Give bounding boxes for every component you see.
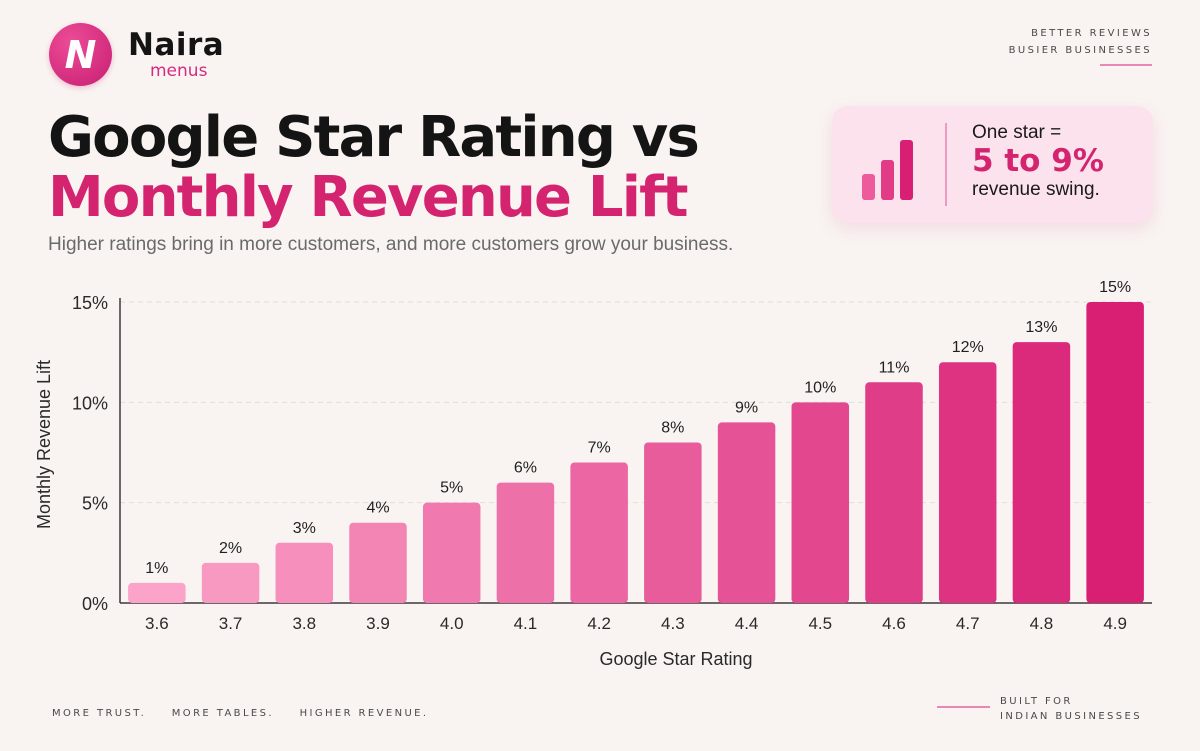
bar: [349, 522, 407, 603]
x-tick-label: 3.7: [219, 614, 243, 633]
page-title: Google Star Rating vs Monthly Revenue Li…: [48, 105, 700, 230]
x-tick-label: 4.3: [661, 614, 685, 633]
top-tagline-line-2: BUSIER BUSINESSES: [1008, 45, 1152, 56]
callout-divider: [945, 123, 947, 206]
logo-text: Naira menus: [128, 26, 225, 81]
footer-left-item-1: MORE TRUST.: [52, 708, 147, 719]
top-tagline-line-1: BETTER REVIEWS: [1031, 28, 1152, 39]
data-label: 11%: [879, 359, 910, 376]
x-tick-label: 3.6: [145, 614, 169, 633]
bar: [570, 462, 628, 603]
x-tick-label: 4.9: [1103, 614, 1127, 633]
x-tick-label: 3.9: [366, 614, 390, 633]
bar: [865, 382, 923, 603]
y-tick-label: 5%: [82, 494, 108, 514]
footer-right: BUILT FOR INDIAN BUSINESSES: [1000, 694, 1142, 724]
data-label: 5%: [440, 480, 463, 497]
x-tick-label: 4.8: [1030, 614, 1054, 633]
footer-divider: [937, 706, 990, 708]
y-axis-title: Monthly Revenue Lift: [34, 360, 54, 529]
page-subtitle: Higher ratings bring in more customers, …: [48, 234, 734, 255]
x-axis-title: Google Star Rating: [599, 649, 752, 669]
naira-logo-icon: N: [49, 23, 112, 86]
x-tick-label: 4.1: [514, 614, 538, 633]
callout-line-1: One star =: [972, 122, 1062, 143]
x-tick-label: 4.6: [882, 614, 906, 633]
bar: [791, 402, 850, 603]
bar: [717, 422, 776, 603]
y-tick-label: 10%: [72, 393, 108, 413]
footer-right-line-1: BUILT FOR: [1000, 696, 1073, 707]
footer-left-item-3: HIGHER REVENUE.: [299, 708, 429, 719]
data-label: 8%: [661, 419, 684, 436]
bar: [201, 562, 260, 603]
bar: [422, 502, 481, 603]
data-label: 9%: [735, 399, 758, 416]
data-label: 4%: [366, 500, 389, 517]
x-tick-label: 4.5: [808, 614, 832, 633]
bar: [644, 442, 702, 603]
top-tagline: BETTER REVIEWS BUSIER BUSINESSES: [1009, 25, 1152, 59]
bar: [128, 582, 186, 603]
title-line-2: Monthly Revenue Lift: [48, 165, 689, 230]
logo-badge-letter: N: [64, 32, 97, 77]
y-tick-label: 15%: [72, 293, 108, 313]
callout-card: One star = 5 to 9% revenue swing.: [832, 106, 1153, 223]
x-tick-label: 3.8: [292, 614, 316, 633]
title-line-1: Google Star Rating vs: [48, 105, 700, 170]
bar: [1086, 302, 1144, 603]
y-tick-label: 0%: [82, 594, 108, 614]
revenue-bar-chart: 0% 5% 10% 15% 1% 3.6 2% 3.7 3% 3.8 4% 3.9 5% 4.0 6% 4.1…: [34, 279, 1152, 669]
data-label: 13%: [1025, 319, 1057, 336]
top-tagline-divider: [1100, 64, 1152, 66]
bar: [938, 362, 997, 603]
data-label: 12%: [952, 339, 984, 356]
x-tick-label: 4.7: [956, 614, 980, 633]
data-label: 2%: [219, 540, 242, 557]
x-tick-label: 4.4: [735, 614, 759, 633]
bar: [1012, 342, 1071, 603]
bar: [275, 542, 334, 603]
data-label: 1%: [145, 560, 168, 577]
callout-highlight: 5 to 9%: [972, 143, 1104, 179]
bar: [496, 482, 555, 603]
data-label: 15%: [1099, 279, 1131, 296]
footer-left-item-2: MORE TABLES.: [171, 708, 274, 719]
footer-right-line-2: INDIAN BUSINESSES: [1000, 711, 1143, 722]
brand-name: Naira: [128, 26, 225, 63]
brand-logo: N Naira menus: [49, 23, 224, 86]
data-label: 7%: [588, 440, 611, 457]
brand-sub: menus: [150, 60, 208, 81]
x-tick-label: 4.2: [587, 614, 611, 633]
x-tick-label: 4.0: [440, 614, 464, 633]
bar-chart-icon: [862, 140, 913, 200]
data-label: 6%: [514, 460, 537, 477]
footer-left: MORE TRUST. MORE TABLES. HIGHER REVENUE.: [52, 708, 448, 719]
data-label: 3%: [293, 520, 316, 537]
data-label: 10%: [804, 379, 836, 396]
callout-line-3: revenue swing.: [972, 179, 1100, 200]
callout-text: One star = 5 to 9% revenue swing.: [972, 123, 1104, 199]
